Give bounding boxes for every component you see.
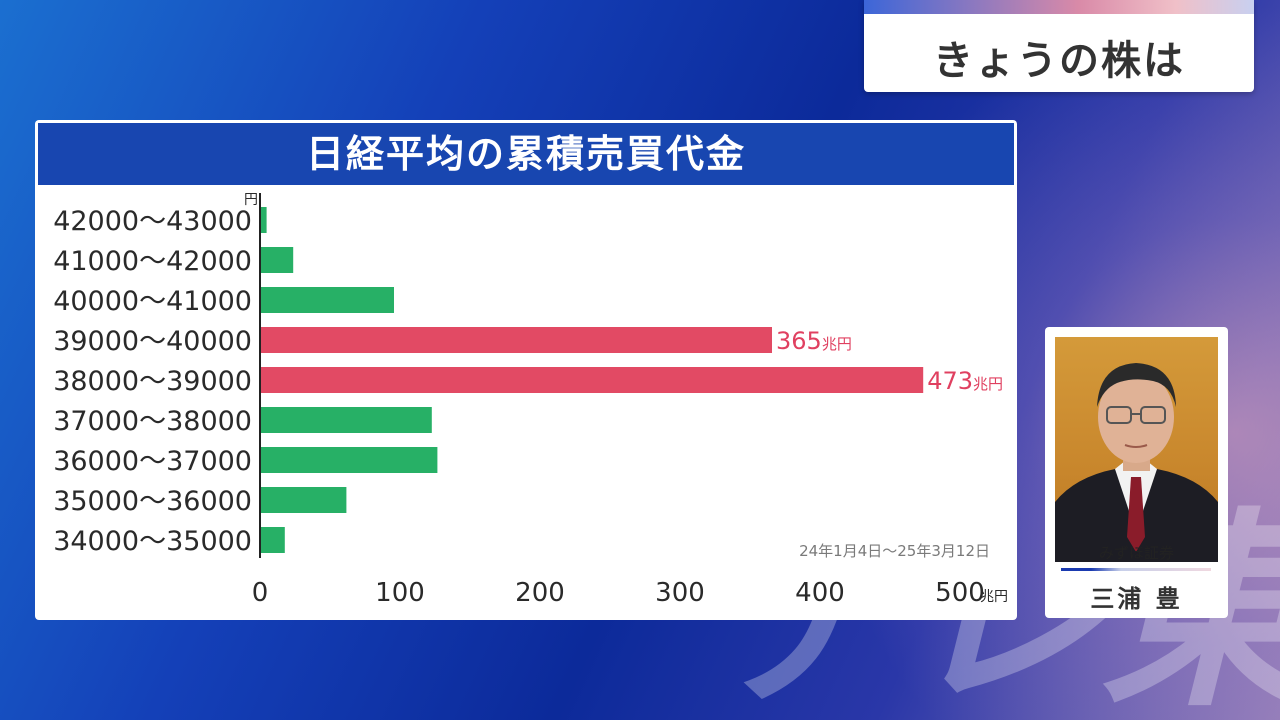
x-tick-label: 500 <box>935 578 985 608</box>
x-axis-unit: 兆円 <box>980 589 1008 605</box>
guest-divider <box>1061 568 1211 571</box>
bar <box>261 207 267 233</box>
category-label: 34000〜35000 <box>53 526 252 557</box>
period-note: 24年1月4日〜25年3月12日 <box>799 542 990 560</box>
category-label: 36000〜37000 <box>53 446 252 477</box>
category-label: 40000〜41000 <box>53 286 252 317</box>
category-label: 39000〜40000 <box>53 326 252 357</box>
x-tick-label: 0 <box>252 578 269 608</box>
bar <box>261 527 285 553</box>
bar <box>261 447 438 473</box>
bar <box>261 247 294 273</box>
x-tick-label: 200 <box>515 578 565 608</box>
chart-title: 日経平均の累積売買代金 <box>38 123 1014 185</box>
category-label: 37000〜38000 <box>53 406 252 437</box>
x-tick-label: 100 <box>375 578 425 608</box>
x-tick-label: 300 <box>655 578 705 608</box>
bar <box>261 287 394 313</box>
guest-name: 三浦 豊 <box>1090 585 1183 613</box>
topic-accent-bar <box>864 0 1254 14</box>
bar <box>261 407 432 433</box>
y-axis-unit: 円 <box>244 192 258 208</box>
category-label: 35000〜36000 <box>53 486 252 517</box>
guest-company: みずほ証券 <box>1098 544 1174 562</box>
x-tick-label: 400 <box>795 578 845 608</box>
chart-panel: 日経平均の累積売買代金 円 42000〜43000 41000〜42000 40000… <box>35 120 1017 620</box>
category-label: 38000〜39000 <box>53 366 252 397</box>
category-label: 42000〜43000 <box>53 206 252 237</box>
topic-title: きょうの株は <box>933 38 1185 84</box>
data-label: 365兆円 <box>776 327 852 355</box>
guest-photo <box>1055 337 1218 562</box>
bar <box>261 327 772 353</box>
bar <box>261 367 924 393</box>
category-label: 41000〜42000 <box>53 246 252 277</box>
data-label-unit: 兆円 <box>822 335 852 353</box>
topic-card: きょうの株は <box>864 0 1254 92</box>
data-label-unit: 兆円 <box>973 375 1003 393</box>
guest-card: みずほ証券 三浦 豊 <box>1045 327 1228 618</box>
data-label: 473兆円 <box>927 367 1003 395</box>
bar <box>261 487 347 513</box>
